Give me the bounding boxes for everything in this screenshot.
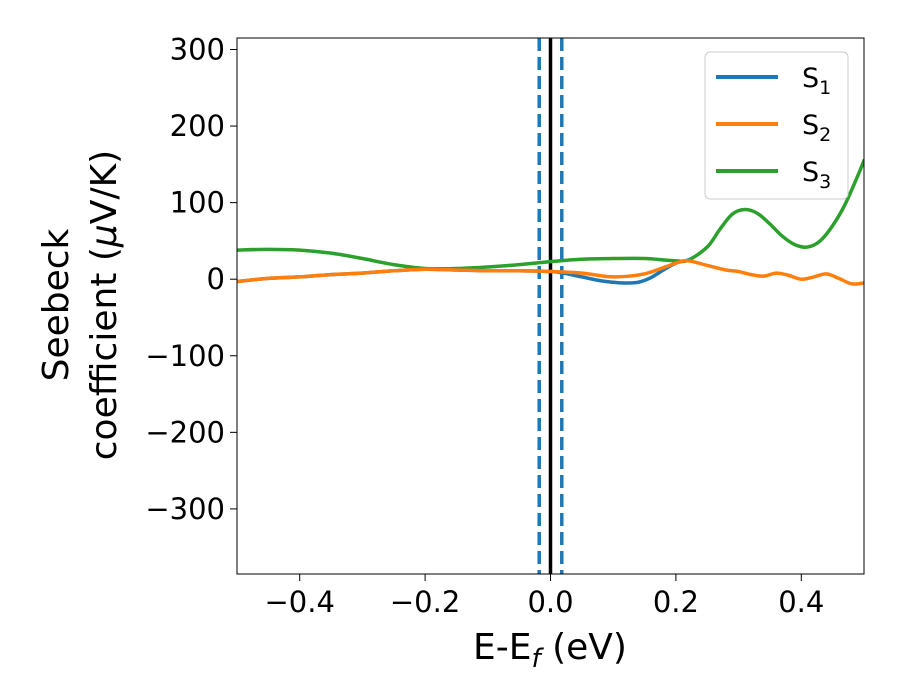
x-axis-title-tail: (eV) (541, 627, 627, 668)
y-axis-title-line1: Seebeck (36, 228, 77, 381)
legend-label-s3: S3 (802, 157, 831, 193)
y-tick-label: 200 (170, 109, 225, 143)
y-tick-label: −200 (145, 415, 225, 449)
y-axis-title-pre: coefficient ( (84, 247, 125, 460)
series-line-s2 (237, 258, 864, 286)
x-tick-label: −0.4 (264, 585, 334, 619)
legend-label-s1: S1 (802, 63, 831, 99)
x-tick-label: 0.0 (527, 585, 573, 619)
x-axis-title: E-Ef (eV) (473, 627, 627, 674)
y-tick-label: 300 (170, 32, 225, 66)
legend: S1 S2 S3 (704, 51, 849, 200)
y-tick-label: 100 (170, 186, 225, 220)
y-tick-label: −300 (145, 492, 225, 526)
y-axis-title-line2: coefficient (μV/K) (84, 150, 125, 460)
y-axis-title-mu: μ (84, 224, 125, 248)
x-tick-label: 0.2 (653, 585, 699, 619)
x-tick-label: −0.2 (390, 585, 460, 619)
x-tick-label: 0.4 (778, 585, 824, 619)
x-axis-title-main: E-E (473, 627, 531, 668)
y-tick-label: 0 (207, 262, 225, 296)
y-axis-title-post: V/K) (84, 150, 125, 224)
legend-label-s2: S2 (802, 110, 831, 146)
y-tick-label: −100 (145, 339, 225, 373)
